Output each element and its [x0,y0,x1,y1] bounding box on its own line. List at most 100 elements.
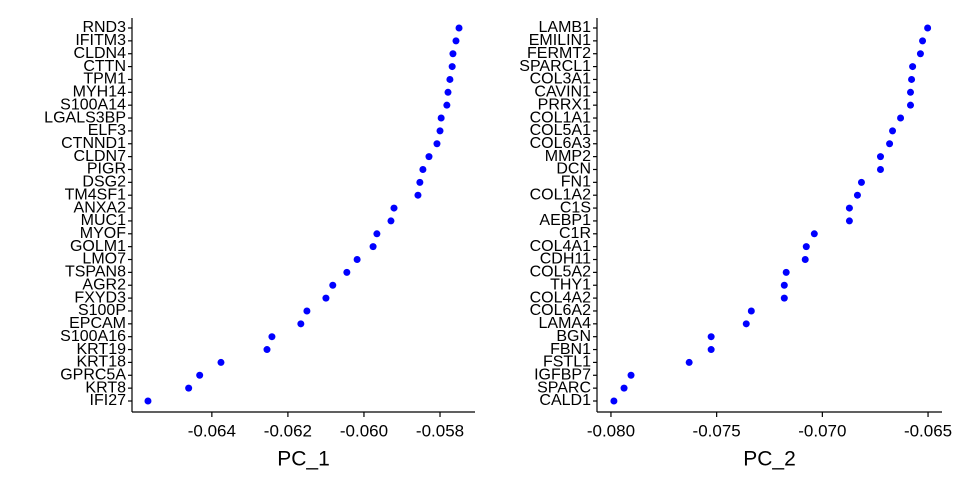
y-tick-label: S100A14 [60,96,126,113]
y-tick-label: IFITM3 [75,32,126,49]
y-tick-label: FERMT2 [527,45,591,62]
x-tick-label: -0.058 [416,421,464,440]
y-tick-label: LAMB1 [539,19,592,36]
y-tick-label: MMP2 [545,148,591,165]
y-tick-label: S100A16 [60,328,126,345]
y-tick-label: COL3A1 [530,71,591,88]
y-tick-label: EMILIN1 [529,32,591,49]
dot [810,230,818,238]
y-tick-label: ANXA2 [74,199,127,216]
dot [448,63,456,71]
y-tick-label: AGR2 [82,276,126,293]
dot [329,281,337,289]
y-tick-label: ELF3 [88,122,126,139]
dot [297,320,305,328]
dot [353,256,361,264]
y-tick-label: LMO7 [82,251,126,268]
y-tick-label: COL1A2 [530,186,591,203]
dot [322,294,330,302]
dot [303,307,311,315]
y-tick-label: THY1 [550,276,591,293]
dot [452,37,460,45]
dot [627,371,635,379]
dot [780,281,788,289]
x-tick-label: -0.062 [264,421,312,440]
y-tick-label: BGN [556,328,591,345]
dot [263,346,271,354]
dot [443,101,451,109]
dot [909,63,917,71]
dot [876,165,884,173]
y-tick-label: CTTN [83,58,126,75]
dot [425,153,433,161]
dot [780,294,788,302]
y-tick-label: CTNND1 [61,135,126,152]
y-tick-label: COL6A2 [530,302,591,319]
dot [455,24,463,32]
y-tick-label: DCN [556,161,591,178]
y-tick-label: COL4A1 [530,238,591,255]
dot [845,204,853,212]
dot [916,50,924,58]
y-tick-label: LAMA4 [539,315,592,332]
x-tick-label: -0.065 [904,421,952,440]
dot [782,268,790,276]
y-tick-label: GPRC5A [60,366,126,383]
dot [919,37,927,45]
y-tick-label: C1R [559,225,591,242]
x-axis-title: PC_1 [277,448,330,471]
dot [449,50,457,58]
y-tick-label: TM4SF1 [65,186,126,203]
dot [217,358,225,366]
dot [707,346,715,354]
y-tick-label: PRRX1 [538,96,591,113]
y-tick-label: GOLM1 [70,238,126,255]
y-tick-label: TSPAN8 [65,264,126,281]
dot [446,75,454,83]
dot [845,217,853,225]
dot [373,230,381,238]
dot [908,75,916,83]
dot [747,307,755,315]
x-axis-title: PC_2 [743,448,796,471]
dot [185,384,193,392]
dot [437,114,445,122]
y-tick-label: KRT18 [76,354,126,371]
y-tick-label: PIGR [87,161,126,178]
y-tick-label: MYH14 [73,84,126,101]
x-tick-label: -0.075 [693,421,741,440]
y-tick-label: FXYD3 [74,289,126,306]
dot [268,333,276,341]
y-tick-label: IFI27 [90,392,127,409]
dot [853,191,861,199]
dot [436,127,444,135]
x-tick-label: -0.070 [798,421,846,440]
y-tick-label: CAVIN1 [534,84,591,101]
y-tick-label: C1S [560,199,591,216]
y-tick-label: KRT8 [85,379,126,396]
dot [419,165,427,173]
dot [907,88,915,96]
y-tick-label: RND3 [82,19,126,36]
dot [444,88,452,96]
dot [387,217,395,225]
y-tick-label: LGALS3BP [44,109,126,126]
y-tick-label: DSG2 [82,174,126,191]
x-tick-label: -0.080 [587,421,635,440]
y-tick-label: FN1 [561,174,591,191]
x-tick-label: -0.064 [188,421,236,440]
y-tick-label: TPM1 [83,71,126,88]
y-tick-label: CLDN4 [74,45,127,62]
dot [390,204,398,212]
dot [707,333,715,341]
dot [620,384,628,392]
y-tick-label: MUC1 [81,212,126,229]
y-tick-label: FBN1 [550,341,591,358]
dot [876,153,884,161]
y-tick-label: CALD1 [539,392,591,409]
dot [924,24,932,32]
dot [897,114,905,122]
dot [889,127,897,135]
dot [857,178,865,186]
y-tick-label: CLDN7 [74,148,127,165]
